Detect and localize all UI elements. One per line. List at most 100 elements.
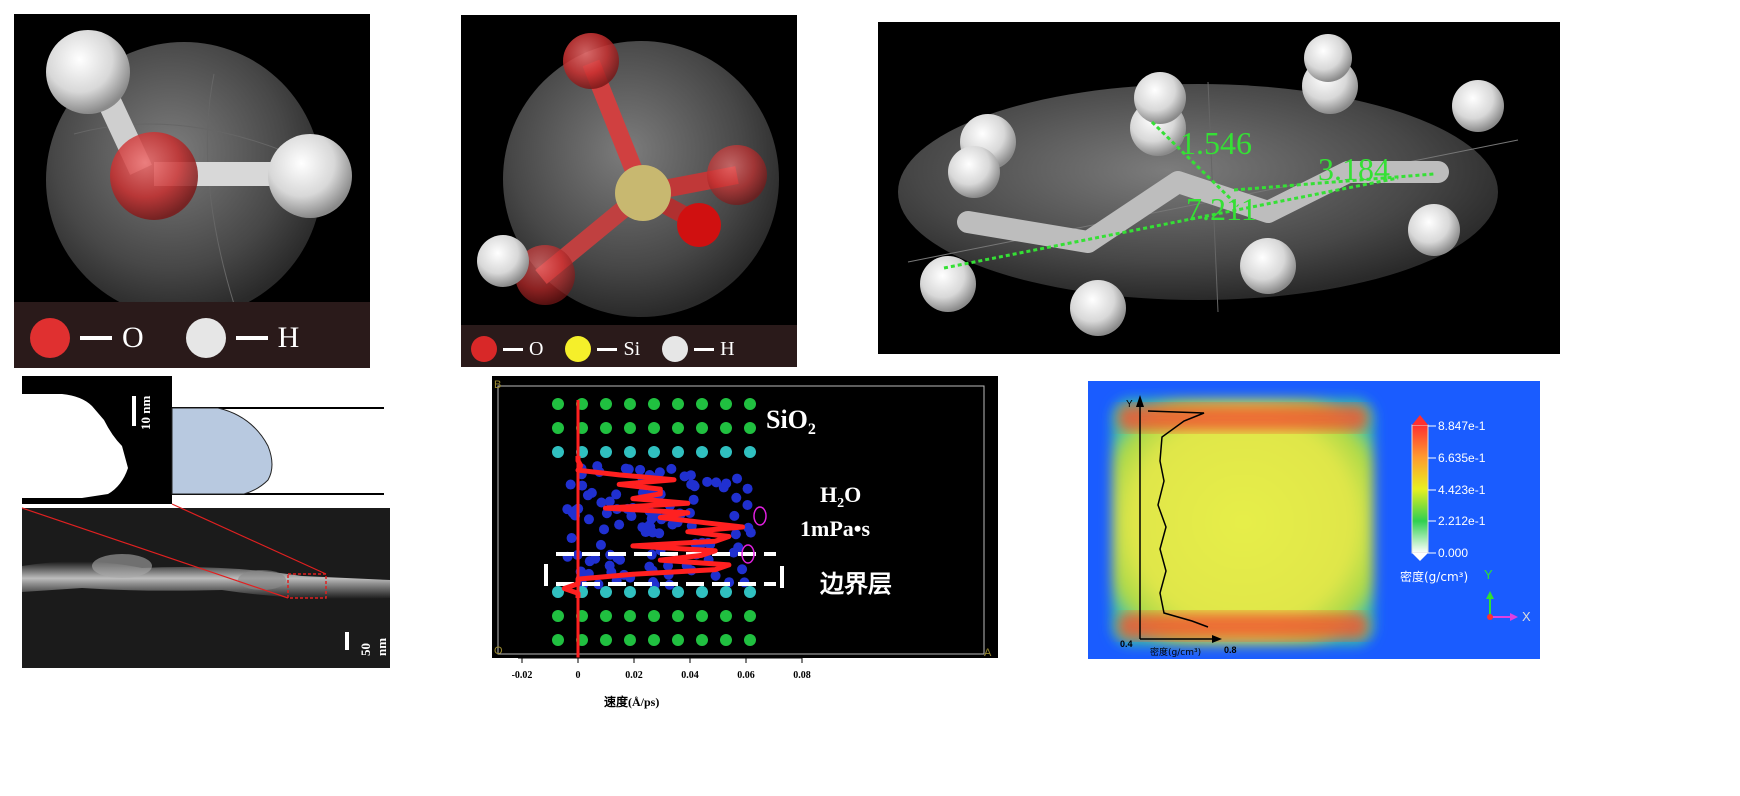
silanol-legend-o: O [529, 337, 544, 360]
water-atom [742, 499, 753, 510]
corner-o: O [494, 645, 503, 657]
alkane-molecule-panel: 1.546 3.184 7.211 [878, 22, 1560, 354]
silanol-legend-h: H [720, 337, 735, 360]
profile-x-max: 0.8 [1224, 645, 1237, 655]
silica-atom [696, 446, 708, 458]
water-legend: O H [30, 316, 299, 360]
velocity-tick-label: 0 [576, 670, 581, 681]
oxygen-swatch-icon [471, 336, 497, 362]
hydrogen-swatch-icon [662, 336, 689, 362]
water-legend-o: O [122, 321, 144, 354]
silica-atom [696, 398, 708, 410]
hydrogen-swatch-icon [185, 318, 226, 358]
water-atom [666, 463, 677, 474]
corner-b: B [494, 379, 501, 391]
silica-atom [600, 634, 612, 646]
profile-axis-y: Y [1126, 399, 1133, 410]
silica-atom [720, 586, 732, 598]
silica-atom [672, 586, 684, 598]
velocity-tick-label: 0.08 [793, 670, 811, 681]
water-atom [626, 511, 637, 522]
silica-atom [648, 586, 660, 598]
water-atom [729, 510, 740, 521]
water-atom [743, 522, 754, 533]
silica-atom [744, 398, 756, 410]
water-atom [577, 480, 588, 491]
legend-value-4: 0.000 [1438, 546, 1468, 560]
silica-atom [672, 610, 684, 622]
water-atom [647, 527, 658, 538]
water-atom [731, 492, 742, 503]
legend-value-2: 4.423e-1 [1438, 483, 1486, 497]
md-simulation-panel: B O A SiO2 H2O 1mPa•s 边界层 -0.02 0 0.02 0.04… [490, 376, 1010, 716]
water-atom [623, 464, 634, 475]
silica-atom [672, 422, 684, 434]
silanol-legend: O Si H [471, 335, 735, 363]
silica-atom [624, 446, 636, 458]
water-label: H2O [820, 482, 861, 511]
silica-atom [744, 610, 756, 622]
water-atom [584, 556, 595, 567]
water-atom [614, 519, 625, 530]
water-molecule-panel: O H [14, 14, 370, 368]
silica-atom [696, 422, 708, 434]
silica-atom [624, 610, 636, 622]
velocity-tick-label: 0.02 [625, 670, 643, 681]
silica-atom [696, 586, 708, 598]
legend-title: 密度(g/cm³) [1400, 569, 1468, 584]
water-atom [567, 507, 578, 518]
silanol-molecule-render [461, 15, 797, 367]
silica-atom [648, 634, 660, 646]
silica-atom [624, 398, 636, 410]
dash-icon [694, 347, 715, 351]
water-atom [728, 547, 739, 558]
silica-atom [672, 398, 684, 410]
silica-atom [720, 610, 732, 622]
water-atom [604, 560, 615, 571]
tem-image-render [22, 376, 390, 668]
water-legend-h: H [277, 321, 300, 354]
axis-x-indicator: X [1522, 609, 1531, 624]
silica-atom [648, 422, 660, 434]
water-atom [599, 524, 610, 535]
water-atom [732, 473, 743, 484]
silica-atom [552, 446, 564, 458]
silica-atom [720, 422, 732, 434]
water-atom [595, 539, 606, 550]
sio2-label: SiO2 [766, 405, 816, 438]
silica-atom [720, 446, 732, 458]
distance-label-1: 1.546 [1180, 125, 1252, 161]
silica-atom [552, 398, 564, 410]
silica-atom [744, 446, 756, 458]
dash-icon [597, 347, 618, 351]
water-atom [654, 467, 665, 478]
silica-atom [552, 422, 564, 434]
silica-atom [624, 422, 636, 434]
silica-atom [552, 586, 564, 598]
water-molecule-render [14, 14, 370, 368]
velocity-axis-ticks: -0.02 0 0.02 0.04 0.06 0.08 [512, 658, 811, 681]
silica-atom [696, 634, 708, 646]
silica-atom [552, 610, 564, 622]
water-atom [710, 570, 721, 581]
scale-label-large: 50 nm [358, 637, 389, 656]
distance-label-3: 7.211 [1186, 191, 1257, 227]
dash-icon [80, 336, 112, 340]
profile-x-min: 0.4 [1120, 639, 1133, 649]
water-atom [689, 481, 700, 492]
water-atom [611, 489, 622, 500]
velocity-tick-label: 0.06 [737, 670, 755, 681]
alkane-molecule-render: 1.546 3.184 7.211 [878, 22, 1560, 354]
silica-atom [672, 634, 684, 646]
oxygen-swatch-icon [30, 318, 70, 358]
silica-atom [648, 398, 660, 410]
silica-atom [648, 610, 660, 622]
water-atom [592, 461, 603, 472]
silica-atom [696, 610, 708, 622]
velocity-tick-label: 0.04 [681, 670, 699, 681]
water-atom [565, 479, 576, 490]
velocity-axis-label: 速度(Å/ps) [604, 694, 659, 709]
water-atom [718, 482, 729, 493]
density-map-render: Y 0.4 0.8 密度(g/cm³) 8.847e-1 6.635e-1 4.… [1088, 381, 1540, 659]
silica-atom [720, 634, 732, 646]
